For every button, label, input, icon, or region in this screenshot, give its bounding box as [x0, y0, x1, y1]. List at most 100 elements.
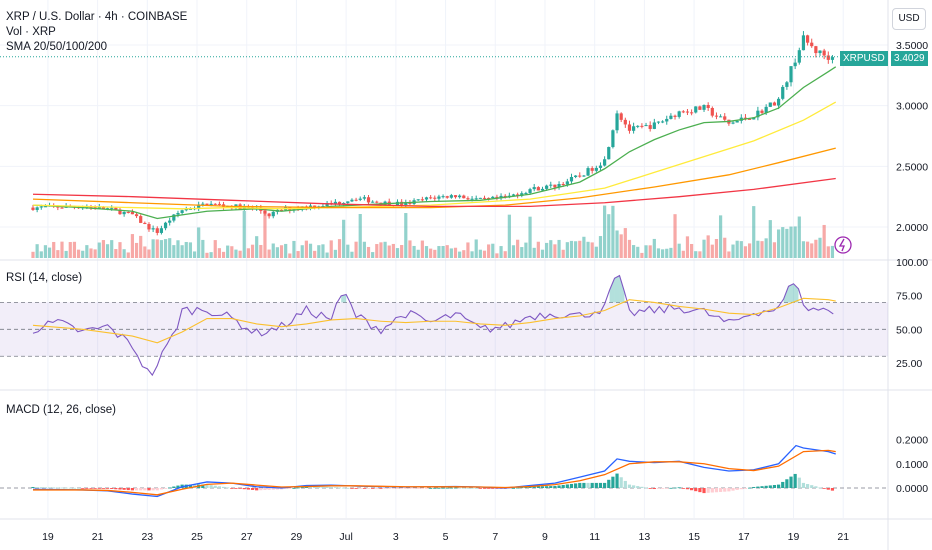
macd-histogram-bar	[391, 488, 395, 489]
macd-histogram-bar	[337, 487, 342, 489]
candle-body	[333, 201, 337, 204]
volume-bar	[230, 246, 234, 258]
macd-histogram-bar	[681, 488, 685, 489]
candle-body	[122, 211, 126, 215]
candle-body	[462, 195, 466, 199]
macd-histogram-bar	[611, 476, 615, 488]
volume-bar	[433, 249, 437, 258]
macd-histogram-bar	[259, 488, 263, 491]
macd-histogram-bar	[346, 487, 350, 489]
macd-histogram-bar	[640, 486, 644, 488]
volume-bar	[424, 246, 429, 258]
macd-legend[interactable]: MACD (12, 26, close)	[6, 404, 116, 416]
macd-histogram-bar	[553, 485, 557, 488]
volume-bar	[694, 251, 698, 258]
candle-body	[35, 207, 39, 210]
macd-histogram-bar	[752, 486, 756, 488]
volume-bar	[619, 234, 623, 258]
candle-body	[661, 121, 665, 123]
currency-button[interactable]: USD	[892, 8, 926, 30]
macd-histogram-bar	[565, 484, 569, 488]
volume-bar	[85, 245, 89, 258]
volume-bar	[76, 249, 81, 258]
candle-body	[346, 201, 350, 203]
macd-histogram-bar	[458, 487, 462, 489]
macd-histogram-bar	[371, 488, 375, 489]
macd-histogram-bar	[710, 488, 714, 493]
candle-body	[143, 222, 147, 225]
volume-bar	[101, 240, 106, 258]
macd-histogram-bar	[416, 488, 420, 489]
volume-bar	[727, 251, 731, 258]
volume-bar	[586, 241, 590, 258]
macd-histogram-bar	[520, 487, 524, 489]
macd-histogram-bar	[85, 488, 89, 489]
macd-histogram-bar	[234, 488, 238, 489]
macd-histogram-bar	[511, 488, 516, 489]
volume-legend[interactable]: Vol · XRP	[6, 26, 56, 38]
rsi-ma-line	[32, 297, 836, 344]
candle-body	[110, 207, 114, 209]
volume-bar	[354, 241, 358, 258]
macd-histogram-bar	[694, 488, 698, 492]
volume-bar	[607, 214, 611, 258]
volume-bar	[429, 248, 433, 258]
volume-bar	[192, 251, 197, 258]
macd-histogram-bar	[528, 486, 532, 488]
volume-bar	[391, 243, 395, 258]
macd-histogram-bar	[379, 488, 383, 489]
candle-body	[731, 122, 735, 124]
time-tick-label: 23	[141, 531, 153, 543]
volume-bar	[412, 245, 416, 258]
candle-body	[694, 106, 698, 113]
candle-body	[362, 197, 366, 199]
volume-bar	[213, 240, 217, 258]
candle-body	[478, 197, 482, 199]
macd-histogram-bar	[362, 488, 366, 489]
volume-bar	[172, 245, 176, 258]
volume-bar	[64, 250, 68, 258]
candle-body	[366, 197, 371, 203]
symbol-title[interactable]: XRP / U.S. Dollar · 4h · COINBASE	[6, 11, 188, 23]
candle-body	[598, 165, 603, 168]
volume-bar	[375, 244, 379, 258]
volume-bar	[387, 245, 391, 258]
macd-histogram-bar	[698, 488, 702, 493]
volume-bar	[122, 249, 126, 258]
macd-tick-label: 0.1000	[896, 459, 928, 471]
candle-body	[197, 204, 201, 209]
candle-body	[826, 55, 830, 60]
volume-bar	[449, 248, 453, 258]
candle-body	[416, 199, 420, 201]
macd-histogram-bar	[594, 482, 598, 488]
candle-body	[735, 120, 739, 123]
macd-histogram-bar	[172, 486, 176, 488]
volume-bar	[752, 206, 756, 258]
volume-bar	[445, 245, 449, 258]
macd-histogram-bar	[524, 486, 528, 488]
rsi-legend[interactable]: RSI (14, close)	[6, 272, 83, 284]
candle-body	[677, 111, 681, 117]
candle-body	[424, 197, 429, 200]
volume-bar	[690, 243, 694, 258]
candle-body	[718, 116, 723, 118]
macd-histogram-bar	[826, 488, 830, 490]
sma-legend[interactable]: SMA 20/50/100/200	[6, 41, 108, 53]
macd-histogram-bar	[772, 485, 777, 488]
candle-body	[706, 104, 710, 108]
sma-line-1	[32, 66, 837, 220]
candle-body	[325, 202, 329, 207]
macd-histogram-bar	[288, 488, 292, 489]
candle-body	[636, 125, 640, 127]
candle-body	[623, 119, 627, 125]
volume-bar	[350, 251, 354, 258]
volume-bar	[772, 242, 777, 258]
macd-histogram-bar	[35, 487, 39, 488]
candle-body	[760, 110, 764, 113]
candle-body	[453, 195, 458, 198]
macd-histogram-bar	[226, 487, 230, 489]
volume-bar	[702, 239, 706, 258]
candle-body	[756, 110, 760, 118]
